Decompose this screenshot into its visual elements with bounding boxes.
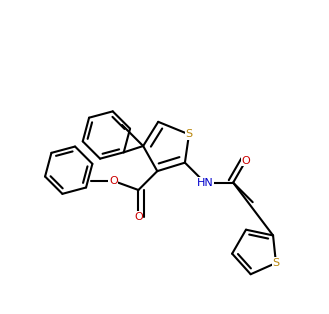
Text: S: S: [186, 129, 192, 139]
Text: HN: HN: [196, 178, 213, 188]
Text: S: S: [272, 258, 280, 268]
Text: O: O: [241, 156, 250, 165]
Text: O: O: [134, 212, 143, 222]
Text: O: O: [109, 176, 118, 186]
